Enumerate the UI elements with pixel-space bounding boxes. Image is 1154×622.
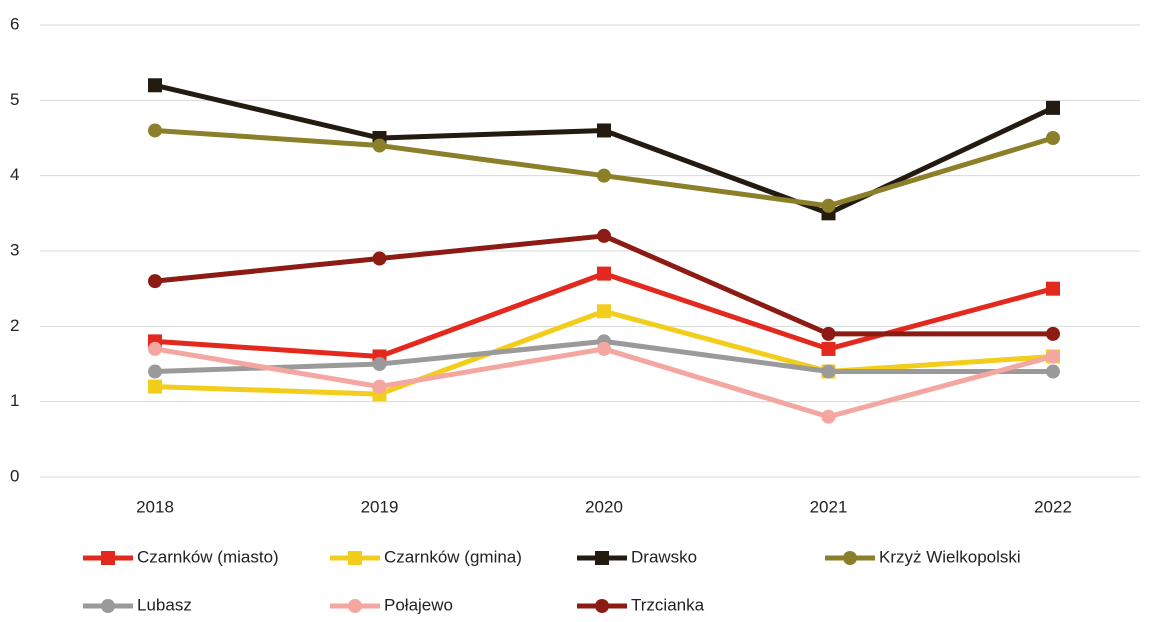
data-point [597,228,611,243]
data-point [597,304,611,319]
data-point [821,198,836,213]
data-point [821,326,836,341]
data-point [372,357,387,371]
series-line [154,346,1054,420]
y-tick-label: 1 [10,391,19,410]
data-point [597,266,611,281]
legend-marker [843,551,857,565]
legend-marker [101,551,115,565]
data-point [1046,281,1060,296]
legend-label: Drawsko [631,547,697,566]
data-point [1046,364,1060,379]
legend-label: Trzcianka [631,595,705,614]
legend-label: Czarnków (miasto) [137,547,279,566]
y-tick-label: 4 [10,165,19,184]
x-tick-label: 2021 [810,497,848,516]
data-point [148,341,162,356]
data-point [1046,349,1060,364]
data-point [1046,131,1060,145]
x-tick-label: 2019 [361,497,399,516]
data-point [148,379,162,394]
legend-label: Lubasz [137,595,192,614]
data-point [821,341,836,356]
y-tick-label: 3 [10,240,19,259]
data-point [372,379,387,394]
series-line [154,127,1054,209]
y-tick-label: 5 [10,90,19,109]
legend-marker [595,551,609,565]
legend-label: Połajewo [384,595,453,614]
data-point [372,251,387,266]
data-point [597,123,611,138]
data-point [372,138,387,153]
data-point [1046,326,1060,341]
data-point [821,409,836,424]
y-tick-label: 6 [10,14,19,33]
legend-label: Czarnków (gmina) [384,547,522,566]
data-point [597,341,611,356]
data-point [821,364,836,379]
series-line [154,82,1055,216]
legend-marker [595,599,609,613]
data-point [597,168,611,183]
x-tick-label: 2020 [585,497,623,516]
data-point [148,123,162,138]
legend-marker [101,599,115,613]
legend-marker [348,599,362,613]
legend-marker [348,551,362,565]
data-point [148,78,162,93]
legend-label: Krzyż Wielkopolski [879,547,1021,566]
data-point [1046,100,1060,115]
data-point [148,364,162,379]
data-point [148,274,162,289]
x-tick-label: 2018 [136,497,174,516]
x-tick-label: 2022 [1034,497,1072,516]
y-tick-label: 2 [10,316,19,335]
y-tick-label: 0 [10,466,19,485]
